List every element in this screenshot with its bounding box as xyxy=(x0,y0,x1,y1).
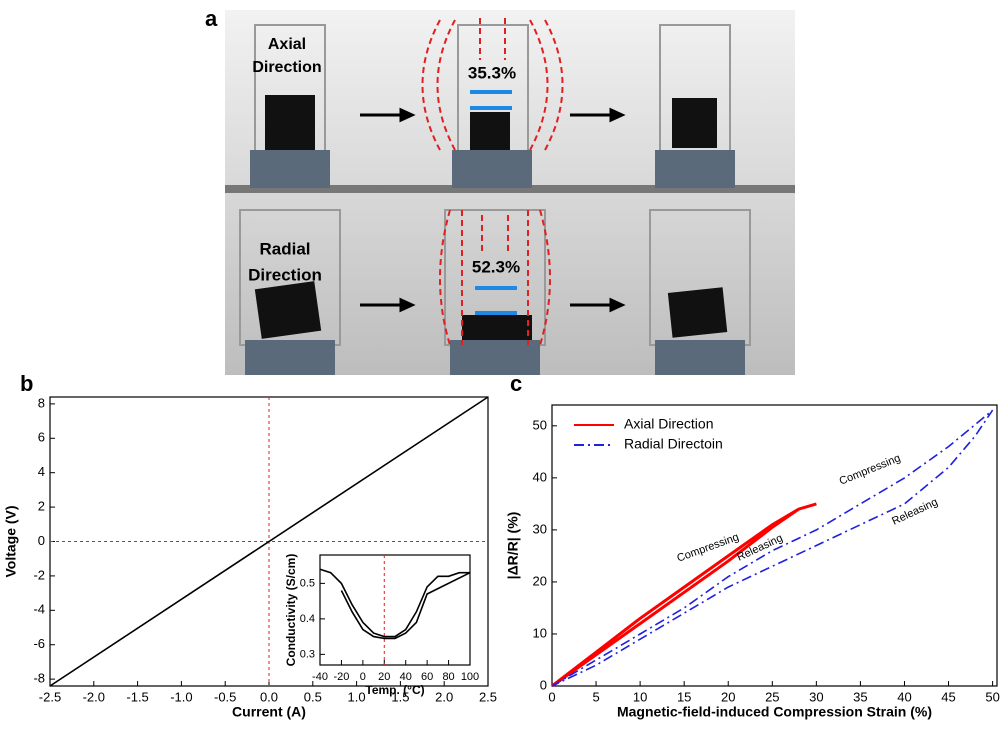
x-tick-label: 40 xyxy=(897,689,911,704)
y-tick-label: 0.5 xyxy=(300,577,315,589)
x-tick-label: 20 xyxy=(378,671,390,683)
y-axis-label: Voltage (V) xyxy=(3,505,19,577)
line-series xyxy=(49,396,489,687)
x-tick-label: 25 xyxy=(765,689,779,704)
x-tick-label: -2.0 xyxy=(83,689,105,704)
x-tick-label: 40 xyxy=(400,671,412,683)
y-tick-label: 30 xyxy=(533,521,547,536)
y-tick-label: 40 xyxy=(533,469,547,484)
x-tick-label: -1.5 xyxy=(126,689,148,704)
y-tick-label: -2 xyxy=(33,567,45,582)
photo-label: Axial xyxy=(268,36,306,53)
line-series xyxy=(551,409,994,687)
photo-label: Radial xyxy=(259,239,310,258)
y-tick-label: 50 xyxy=(533,417,547,432)
y-tick-label: -4 xyxy=(33,602,45,617)
y-tick-label: 0.3 xyxy=(300,648,315,660)
x-tick-label: 45 xyxy=(941,689,955,704)
y-tick-label: 20 xyxy=(533,573,547,588)
x-tick-label: 100 xyxy=(461,671,479,683)
x-axis-label: Magnetic-field-induced Compression Strai… xyxy=(617,704,932,720)
y-tick-label: 2 xyxy=(38,499,45,514)
x-axis-label: Current (A) xyxy=(232,704,306,720)
x-tick-label: 0.5 xyxy=(304,689,322,704)
y-tick-label: 0 xyxy=(38,533,45,548)
x-tick-label: 5 xyxy=(592,689,599,704)
legend-label: Radial Directoin xyxy=(624,436,723,452)
x-tick-label: 50 xyxy=(985,689,999,704)
line-series xyxy=(551,502,817,688)
x-tick-label: 1.0 xyxy=(348,689,366,704)
x-tick-label: 0 xyxy=(360,671,366,683)
panel-label: c xyxy=(510,371,522,396)
x-tick-label: 0 xyxy=(548,689,555,704)
x-tick-label: -0.5 xyxy=(214,689,236,704)
x-tick-label: 0.0 xyxy=(260,689,278,704)
x-tick-label: -40 xyxy=(312,671,328,683)
x-tick-label: 2.0 xyxy=(435,689,453,704)
y-tick-label: 8 xyxy=(38,395,45,410)
plot-area xyxy=(319,554,471,666)
x-tick-label: 10 xyxy=(633,689,647,704)
y-axis-label: Conductivity (S/cm) xyxy=(284,554,298,667)
x-tick-label: -1.0 xyxy=(170,689,192,704)
x-tick-label: 2.5 xyxy=(479,689,497,704)
y-tick-label: 0.4 xyxy=(300,613,315,625)
x-tick-label: 15 xyxy=(677,689,691,704)
legend-label: Axial Direction xyxy=(624,416,713,432)
x-axis-label: Temp. (°C) xyxy=(365,683,424,697)
x-tick-label: -2.5 xyxy=(39,689,61,704)
x-tick-label: 80 xyxy=(442,671,454,683)
plot-area xyxy=(551,404,998,687)
panel-label: a xyxy=(205,6,218,31)
y-tick-label: 0 xyxy=(540,677,547,692)
photo-panel xyxy=(225,10,795,375)
x-tick-label: 60 xyxy=(421,671,433,683)
x-tick-label: 30 xyxy=(809,689,823,704)
x-tick-label: -20 xyxy=(333,671,349,683)
x-tick-label: 1.5 xyxy=(391,689,409,704)
strain-label: 35.3% xyxy=(468,63,516,82)
y-tick-label: 6 xyxy=(38,430,45,445)
y-axis-label: |ΔR/R| (%) xyxy=(505,512,521,580)
x-tick-label: 20 xyxy=(721,689,735,704)
y-tick-label: -6 xyxy=(33,636,45,651)
line-series xyxy=(319,568,471,640)
strain-label: 52.3% xyxy=(472,257,520,276)
photo-label: Direction xyxy=(248,265,322,284)
y-tick-label: 4 xyxy=(38,464,45,479)
panel-label: b xyxy=(20,371,33,396)
photo-label: Direction xyxy=(252,59,321,76)
y-tick-label: 10 xyxy=(533,625,547,640)
x-tick-label: 35 xyxy=(853,689,867,704)
y-tick-label: -8 xyxy=(33,671,45,686)
